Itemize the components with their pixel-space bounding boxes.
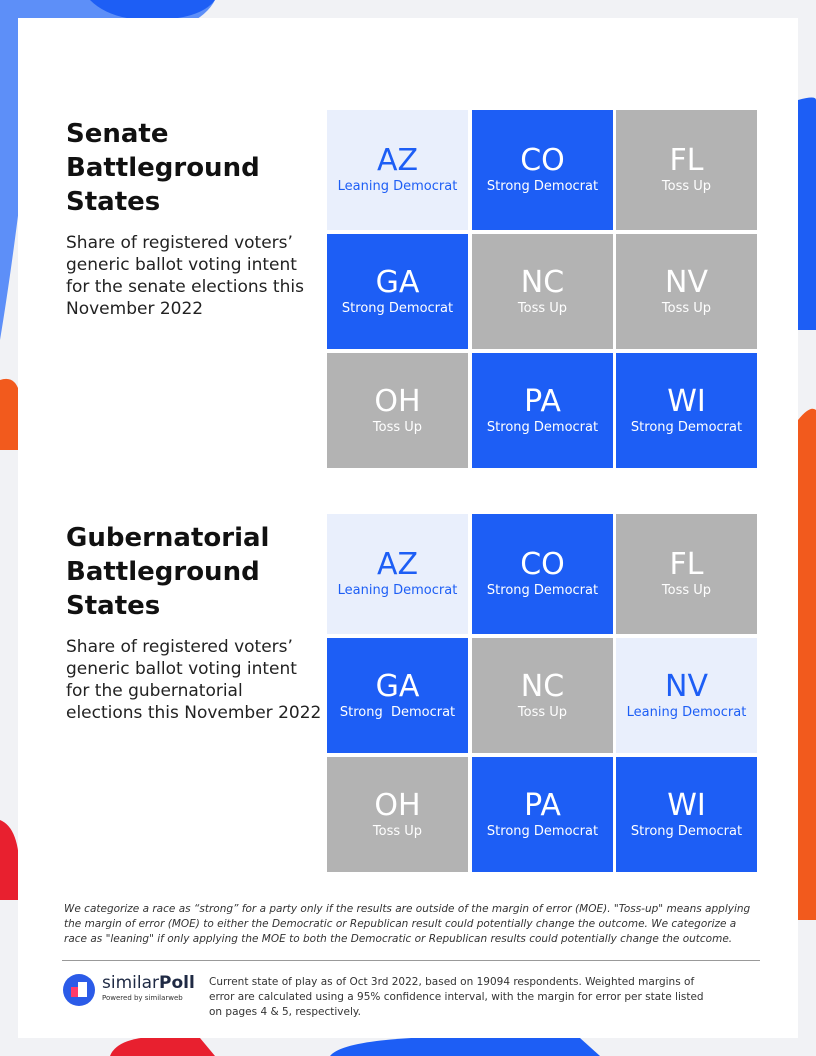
state-rating: Toss Up: [661, 583, 712, 598]
state-cell: AZ Leaning Democrat: [327, 514, 468, 634]
state-code: GA: [375, 668, 420, 704]
state-code: NV: [665, 264, 708, 300]
state-rating: Strong Democrat: [486, 823, 599, 839]
state-code: OH: [374, 383, 421, 419]
state-code: FL: [669, 143, 704, 178]
state-rating: Toss Up: [372, 419, 423, 435]
state-cell: FL Toss Up: [616, 514, 757, 634]
logo-name-bold: Poll: [159, 973, 195, 993]
shape: [330, 1036, 600, 1056]
state-code: OH: [374, 787, 421, 823]
logo-name: similarPoll: [102, 973, 195, 993]
state-cell: PA Strong Democrat: [472, 757, 613, 872]
state-code: NV: [665, 668, 708, 704]
state-code: CO: [520, 143, 565, 178]
section-title: Gubernatorial Battleground States: [66, 523, 279, 621]
page-card: We categorize a race as “strong” for a p…: [18, 18, 798, 1038]
state-cell: WI Strong Democrat: [616, 757, 757, 872]
footer-text: Current state of play as of Oct 3rd 2022…: [209, 976, 704, 1018]
state-code: NC: [520, 264, 565, 300]
logo-powered: Powered by similarweb: [102, 994, 183, 1002]
shape: [90, 0, 215, 20]
state-rating: Toss Up: [661, 179, 712, 194]
state-rating: Leaning Democrat: [337, 179, 458, 194]
state-rating: Strong Democrat: [486, 583, 599, 598]
state-cell: FL Toss Up: [616, 110, 757, 230]
section-description: Share of registered voters’ generic ball…: [66, 233, 304, 319]
state-rating: Toss Up: [517, 704, 568, 720]
state-code: WI: [667, 383, 706, 419]
footnote: We categorize a race as “strong” for a p…: [64, 903, 751, 945]
state-rating: Toss Up: [661, 300, 712, 316]
shape: [110, 1036, 215, 1056]
state-code: PA: [524, 787, 561, 823]
state-cell: PA Strong Democrat: [472, 353, 613, 468]
section-description: Share of registered voters’ generic ball…: [66, 637, 322, 723]
state-cell: NC Toss Up: [472, 234, 613, 349]
state-rating: Leaning Democrat: [337, 583, 458, 598]
state-cell: OH Toss Up: [327, 353, 468, 468]
state-cell: CO Strong Democrat: [472, 110, 613, 230]
state-cell: NC Toss Up: [472, 638, 613, 753]
logo-name-plain: similar: [102, 973, 159, 993]
state-rating: Strong Democrat: [486, 179, 599, 194]
state-code: NC: [520, 668, 565, 704]
shape: [798, 97, 816, 330]
state-rating: Strong Democrat: [341, 300, 454, 316]
state-cell: NV Leaning Democrat: [616, 638, 757, 753]
divider: [62, 960, 760, 961]
state-rating: Strong Democrat: [630, 823, 743, 839]
state-cell: OH Toss Up: [327, 757, 468, 872]
state-rating: Toss Up: [517, 300, 568, 316]
state-cell: NV Toss Up: [616, 234, 757, 349]
state-rating: Strong Democrat: [486, 419, 599, 435]
state-code: GA: [375, 264, 420, 300]
section-title: Senate Battleground States: [66, 119, 269, 217]
shape: [0, 820, 20, 900]
state-code: AZ: [376, 547, 419, 582]
logo-icon: [63, 974, 95, 1006]
state-code: FL: [669, 547, 704, 582]
shape: [798, 408, 816, 920]
state-cell: GA Strong Democrat: [327, 638, 468, 753]
shape: [0, 378, 22, 450]
state-rating: Toss Up: [372, 823, 423, 839]
state-rating: Strong Democrat: [630, 419, 743, 435]
state-code: CO: [520, 547, 565, 582]
logo: similarPoll Powered by similarweb: [62, 973, 202, 1007]
state-rating: Leaning Democrat: [626, 704, 747, 720]
state-cell: WI Strong Democrat: [616, 353, 757, 468]
state-code: AZ: [376, 143, 419, 178]
state-cell: AZ Leaning Democrat: [327, 110, 468, 230]
state-rating: Strong Democrat: [339, 704, 456, 720]
state-code: PA: [524, 383, 561, 419]
state-code: WI: [667, 787, 706, 823]
state-cell: GA Strong Democrat: [327, 234, 468, 349]
state-cell: CO Strong Democrat: [472, 514, 613, 634]
